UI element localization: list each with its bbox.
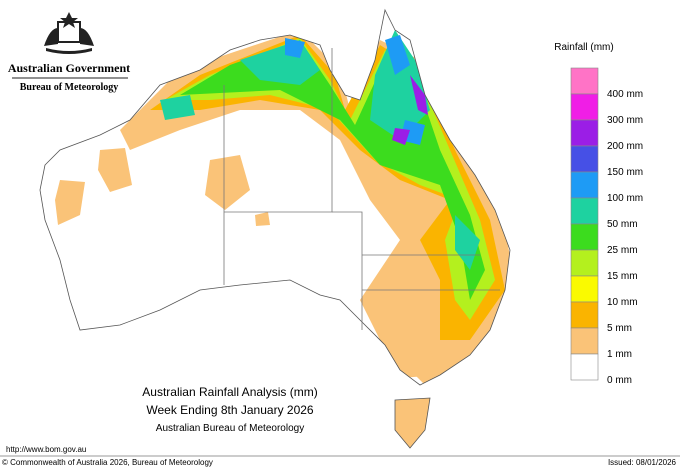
legend-label: 300 mm [607,115,643,126]
legend-title: Rainfall (mm) [554,42,613,53]
legend-swatch [570,171,599,199]
legend-swatch [570,327,599,355]
legend-label: 10 mm [607,297,638,308]
footer-copyright: © Commonwealth of Australia 2026, Bureau… [2,458,213,467]
legend-swatch [570,119,599,147]
legend-label: 0 mm [607,375,632,386]
legend-label: 150 mm [607,167,643,178]
legend-swatch [570,223,599,251]
footer-issued: Issued: 08/01/2026 [608,458,677,467]
legend-label: 15 mm [607,271,638,282]
coastline [39,8,511,449]
legend-swatch [570,301,599,329]
map-title: Australian Rainfall Analysis (mm) [142,385,317,399]
legend-swatch [570,197,599,225]
legend-label: 25 mm [607,245,638,256]
legend-swatch [570,145,599,173]
government-name: Australian Government [8,61,130,75]
legend-swatch [570,93,599,121]
state-borders [223,48,500,330]
footer-url[interactable]: http://www.bom.gov.au [6,445,86,454]
legend-swatch [570,249,599,277]
rainfall-map [40,10,510,448]
bureau-name: Bureau of Meteorology [20,82,119,93]
map-subtitle: Week Ending 8th January 2026 [146,403,314,417]
legend-swatch [570,353,599,381]
legend-label: 5 mm [607,323,632,334]
legend-label: 50 mm [607,219,638,230]
legend-label: 1 mm [607,349,632,360]
map-source: Australian Bureau of Meteorology [156,423,304,434]
legend-swatch [570,67,599,95]
legend-label: 100 mm [607,193,643,204]
legend-label: 200 mm [607,141,643,152]
emblem [44,12,94,54]
legend-swatch [570,275,599,303]
legend-label: 400 mm [607,89,643,100]
legend: 400 mm 300 mm 200 mm 150 mm 100 mm 50 mm 25 mm… [570,67,643,386]
